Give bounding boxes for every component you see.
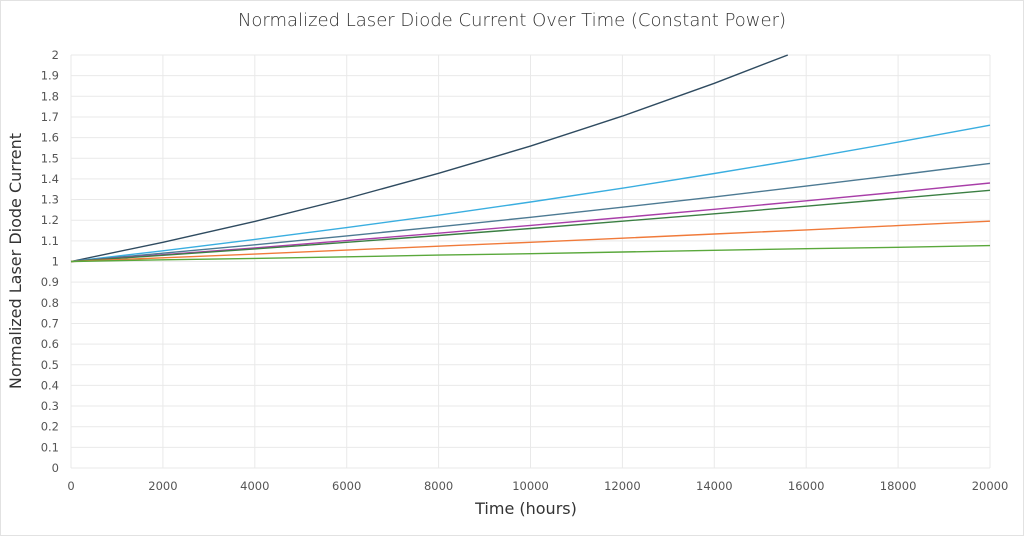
- series-line-2: [70, 124, 991, 263]
- x-tick-label: 12000: [604, 479, 641, 493]
- y-tick-label: 1.5: [41, 151, 59, 165]
- x-tick-label: 6000: [332, 479, 361, 493]
- x-tick-label: 18000: [880, 479, 917, 493]
- y-tick-label: 2: [52, 48, 59, 62]
- y-tick-label: 1.3: [41, 193, 59, 207]
- series-line-6: [70, 220, 991, 263]
- x-tick-label: 14000: [696, 479, 733, 493]
- y-axis-ticks: 0 0.1 0.2 0.3 0.4 0.5 0.6 0.7 0.8 0.9 1 1.1 1.2 1.3 1.…: [41, 48, 59, 475]
- x-tick-label: 4000: [240, 479, 269, 493]
- x-axis-label: Time (hours): [474, 499, 577, 518]
- y-tick-label: 0: [52, 461, 59, 475]
- y-tick-label: 1: [52, 255, 59, 269]
- series-line-5: [70, 189, 991, 263]
- y-tick-label: 1.1: [41, 234, 59, 248]
- series-line-7: [70, 244, 991, 263]
- grid: [70, 54, 991, 469]
- series-line-1: [70, 54, 789, 263]
- y-tick-label: 1.7: [41, 110, 59, 124]
- x-tick-label: 10000: [512, 479, 549, 493]
- chart-title: Normalized Laser Diode Current Over Time…: [238, 10, 786, 31]
- x-tick-label: 20000: [972, 479, 1009, 493]
- y-axis-label: Normalized Laser Diode Current: [6, 133, 25, 389]
- series-lines: [70, 54, 991, 263]
- x-tick-label: 2000: [148, 479, 177, 493]
- y-tick-label: 0.7: [41, 316, 59, 330]
- x-tick-label: 16000: [788, 479, 825, 493]
- y-tick-label: 0.9: [41, 275, 59, 289]
- y-tick-label: 0.1: [41, 440, 59, 454]
- y-tick-label: 1.9: [41, 69, 59, 83]
- y-tick-label: 0.5: [41, 358, 59, 372]
- series-line-4: [70, 182, 991, 263]
- y-tick-label: 0.8: [41, 296, 59, 310]
- y-tick-label: 0.2: [41, 420, 59, 434]
- y-tick-label: 0.3: [41, 399, 59, 413]
- x-axis-ticks: 0 2000 4000 6000 8000 10000 12000 14000 16000 180…: [67, 479, 1008, 493]
- series-line-3: [70, 162, 991, 263]
- x-tick-label: 8000: [424, 479, 453, 493]
- y-tick-label: 1.8: [41, 89, 59, 103]
- y-tick-label: 0.4: [41, 378, 59, 392]
- y-tick-label: 1.4: [41, 172, 59, 186]
- y-tick-label: 1.6: [41, 131, 59, 145]
- x-tick-label: 0: [67, 479, 74, 493]
- y-tick-label: 0.6: [41, 337, 59, 351]
- y-tick-label: 1.2: [41, 213, 59, 227]
